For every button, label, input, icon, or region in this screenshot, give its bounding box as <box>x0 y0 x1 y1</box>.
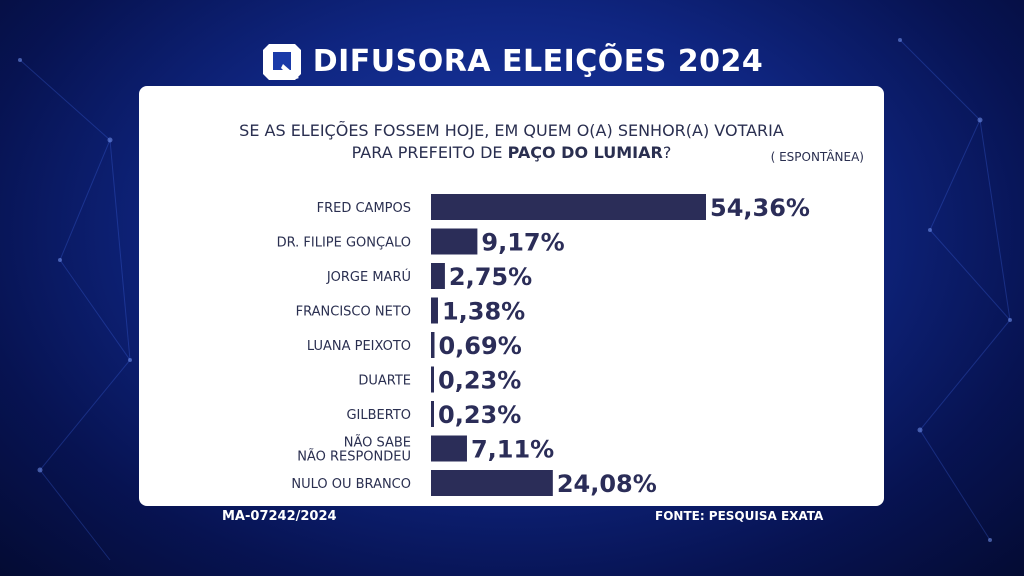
bar <box>431 263 445 289</box>
poll-card: SE AS ELEIÇÕES FOSSEM HOJE, EM QUEM O(A)… <box>139 86 884 506</box>
value-label: 0,69% <box>438 332 521 360</box>
question-suffix: ? <box>662 143 672 162</box>
bar <box>431 228 478 255</box>
value-label: 24,08% <box>557 470 657 498</box>
question-line-1: SE AS ELEIÇÕES FOSSEM HOJE, EM QUEM O(A)… <box>239 121 784 140</box>
bar <box>431 194 706 220</box>
bar <box>431 297 438 324</box>
value-label: 9,17% <box>481 229 564 257</box>
survey-type-note: ( ESPONTÂNEA) <box>770 150 864 164</box>
value-label: 0,23% <box>438 401 521 429</box>
category-label: FRED CAMPOS <box>317 201 411 216</box>
header: DIFUSORA ELEIÇÕES 2024 <box>0 36 1024 86</box>
brand-title: DIFUSORA ELEIÇÕES 2024 <box>312 43 764 79</box>
value-label: 7,11% <box>471 436 554 464</box>
difusora-logo-icon <box>262 44 301 80</box>
value-label: 1,38% <box>442 298 525 326</box>
bar <box>431 470 553 496</box>
question-prefix: PARA PREFEITO DE <box>351 143 508 162</box>
category-label: DR. FILIPE GONÇALO <box>277 236 411 251</box>
category-label: FRANCISCO NETO <box>296 305 411 320</box>
category-label: JORGE MARÚ <box>326 269 411 285</box>
value-label: 2,75% <box>449 263 532 291</box>
category-label: DUARTE <box>358 374 411 389</box>
poll-bar-chart: FRED CAMPOS 54,36% DR. FILIPE GONÇALO 9,17%… <box>277 194 810 498</box>
bar <box>431 332 435 358</box>
category-label: GILBERTO <box>346 408 411 423</box>
bar <box>431 401 434 427</box>
value-label: 54,36% <box>710 194 810 222</box>
bar <box>431 435 467 462</box>
bar <box>431 366 434 393</box>
category-label: NÃO SABE NÃO RESPONDEU <box>297 435 411 465</box>
question-line-2: PARA PREFEITO DE PAÇO DO LUMIAR? <box>139 142 884 164</box>
source-credit: FONTE: PESQUISA EXATA <box>655 509 824 523</box>
question-city: PAÇO DO LUMIAR <box>507 143 663 162</box>
value-label: 0,23% <box>438 367 521 395</box>
poll-question: SE AS ELEIÇÕES FOSSEM HOJE, EM QUEM O(A)… <box>139 120 884 164</box>
category-label: LUANA PEIXOTO <box>307 339 411 354</box>
category-label: NULO OU BRANCO <box>291 477 411 492</box>
registration-code: MA-07242/2024 <box>222 509 337 524</box>
